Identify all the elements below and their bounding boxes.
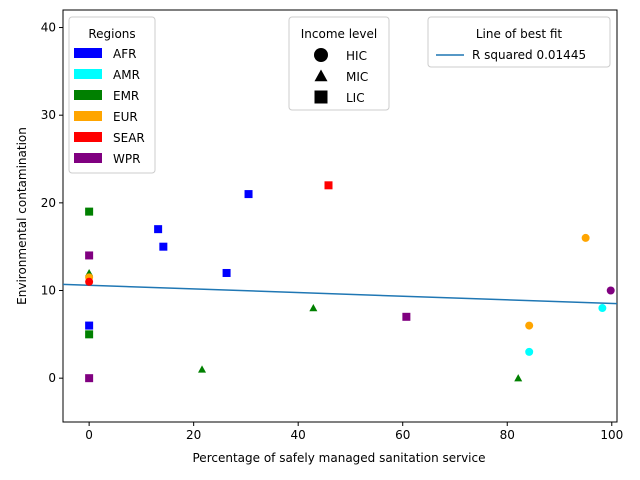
income-legend-label: LIC bbox=[346, 91, 365, 105]
income-legend-title: Income level bbox=[301, 27, 378, 41]
data-point-emr bbox=[85, 207, 94, 216]
regions-legend-swatch bbox=[74, 132, 102, 142]
income-legend-marker-square bbox=[314, 90, 328, 104]
regions-legend-swatch bbox=[74, 153, 102, 163]
data-point-wpr bbox=[85, 374, 94, 383]
regions-legend-label: EUR bbox=[113, 110, 138, 124]
data-point-wpr bbox=[402, 312, 411, 321]
x-tick-label: 0 bbox=[85, 428, 93, 442]
regions-legend-label: AFR bbox=[113, 47, 136, 61]
data-point-eur bbox=[581, 233, 590, 242]
regions-legend-label: AMR bbox=[113, 68, 140, 82]
x-axis-label: Percentage of safely managed sanitation … bbox=[193, 451, 486, 465]
regions-legend-swatch bbox=[74, 90, 102, 100]
data-point-emr bbox=[309, 304, 318, 312]
plot-area-frame bbox=[62, 9, 618, 423]
fit-legend-frame bbox=[427, 16, 611, 68]
data-point-amr bbox=[525, 347, 534, 356]
regions-legend-swatch bbox=[74, 48, 102, 58]
points-layer bbox=[85, 181, 615, 383]
fit-legend-label: R squared 0.01445 bbox=[472, 48, 586, 62]
fit-legend-title: Line of best fit bbox=[476, 27, 563, 41]
x-tick-label: 100 bbox=[600, 428, 623, 442]
data-point-sear bbox=[324, 181, 333, 190]
regions-legend: Regions AFR AMR EMR EUR SEAR WPR bbox=[68, 16, 156, 174]
income-legend-marker-circle bbox=[314, 48, 328, 62]
data-point-afr bbox=[159, 242, 168, 251]
y-tick-label: 40 bbox=[41, 21, 56, 35]
income-legend: Income level HIC MIC LIC bbox=[288, 16, 390, 111]
data-point-sear bbox=[85, 277, 94, 286]
regions-legend-label: EMR bbox=[113, 89, 139, 103]
y-tick-label: 30 bbox=[41, 108, 56, 122]
data-point-afr bbox=[85, 321, 94, 330]
data-point-wpr bbox=[85, 251, 94, 260]
x-tick-label: 60 bbox=[395, 428, 410, 442]
fit-line-layer bbox=[62, 283, 618, 305]
data-point-emr bbox=[198, 365, 207, 373]
axes-layer: 0 20 40 60 80 100 0 10 20 30 40 bbox=[41, 21, 624, 442]
regions-legend-label: SEAR bbox=[113, 131, 145, 145]
y-tick-label: 10 bbox=[41, 284, 56, 298]
data-point-afr bbox=[244, 190, 253, 199]
regions-legend-swatch bbox=[74, 111, 102, 121]
income-legend-label: HIC bbox=[346, 49, 367, 63]
x-tick-label: 20 bbox=[186, 428, 201, 442]
data-point-amr bbox=[598, 304, 607, 313]
data-point-wpr bbox=[606, 286, 615, 295]
regions-legend-label: WPR bbox=[113, 152, 140, 166]
y-tick-label: 0 bbox=[48, 371, 56, 385]
regions-legend-title: Regions bbox=[88, 27, 135, 41]
data-point-eur bbox=[525, 321, 534, 330]
y-tick-label: 20 bbox=[41, 196, 56, 210]
income-legend-frame bbox=[288, 16, 390, 111]
income-legend-label: MIC bbox=[346, 70, 368, 84]
regions-legend-swatch bbox=[74, 69, 102, 79]
data-point-afr bbox=[222, 268, 231, 277]
best-fit-line bbox=[62, 283, 618, 305]
data-point-emr bbox=[85, 330, 94, 339]
data-point-afr bbox=[154, 225, 163, 234]
fit-legend: Line of best fit R squared 0.01445 bbox=[427, 16, 611, 68]
income-legend-marker-triangle bbox=[314, 69, 328, 82]
data-point-emr bbox=[514, 374, 523, 382]
x-tick-label: 80 bbox=[500, 428, 515, 442]
x-tick-label: 40 bbox=[291, 428, 306, 442]
y-axis-label: Environmental contamination bbox=[15, 127, 29, 305]
